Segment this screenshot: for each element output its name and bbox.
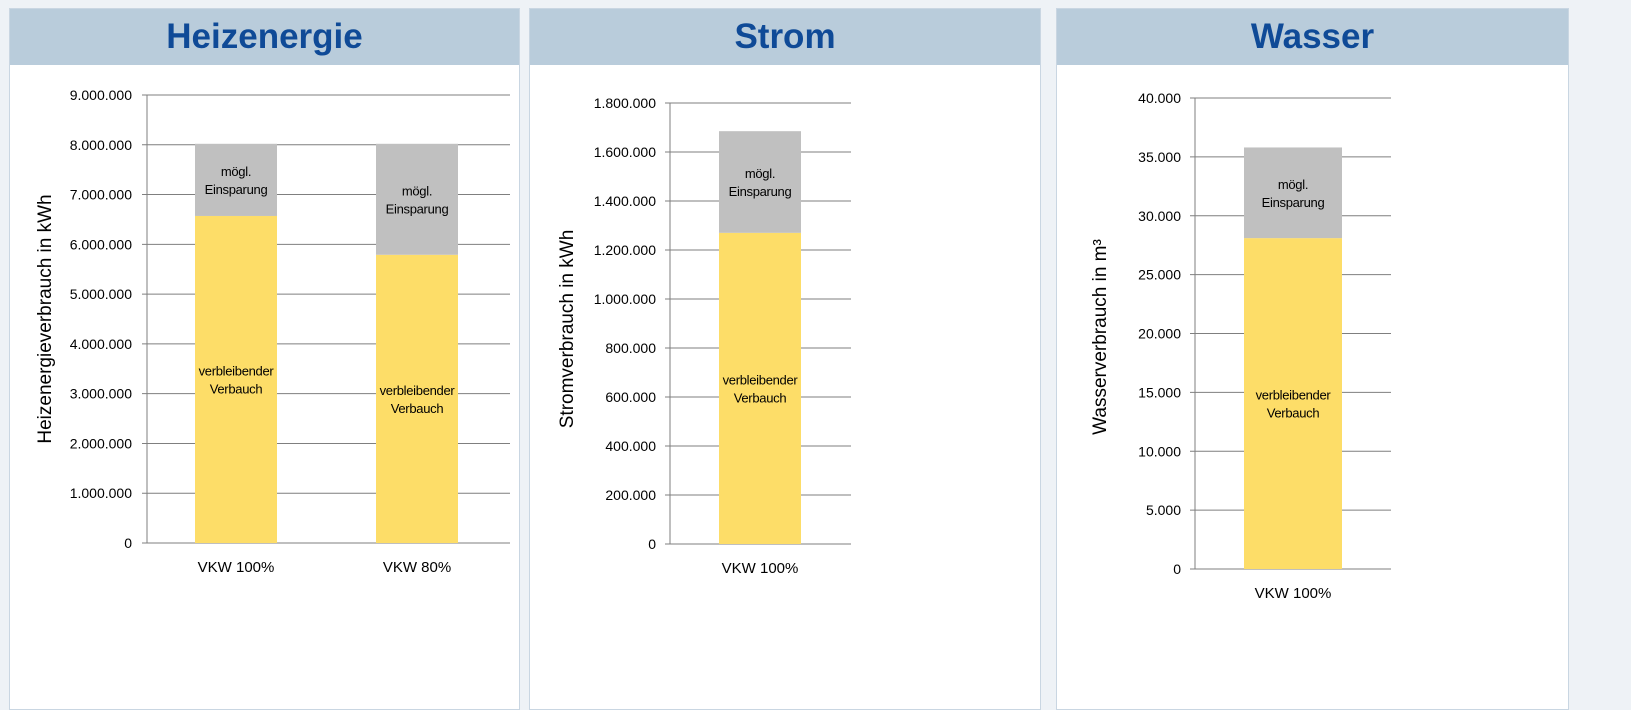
y-tick-label: 1.200.000 [594, 242, 656, 258]
y-tick-label: 200.000 [605, 487, 656, 503]
wasser-panel: Wasser 0 5.000 10.000 15.000 20.000 25.000 30.… [1056, 8, 1569, 710]
y-tick-label: 9.000.000 [70, 87, 132, 103]
y-tick-label: 8.000.000 [70, 137, 132, 153]
heizenergie-panel: Heizenergie 0 1.000.000 2.000.000 3.000.000… [9, 8, 520, 710]
y-axis-label: Heizenergieverbrauch in kWh [35, 194, 56, 443]
data-label: mögl. Einsparung [205, 164, 268, 197]
bar-segment-savings [195, 143, 277, 216]
bar-segment-savings [376, 143, 458, 255]
y-tick-label: 1.000.000 [70, 485, 132, 501]
data-label: mögl. Einsparung [386, 183, 449, 216]
bar-segment-remaining [195, 215, 277, 543]
y-tick-label: 25.000 [1138, 267, 1181, 283]
y-tick-label: 800.000 [605, 340, 656, 356]
x-tick-label: VKW 100% [198, 559, 275, 576]
y-tick-label: 0 [648, 536, 656, 552]
y-axis-label: Stromverbrauch in kWh [557, 230, 578, 429]
wasser-panel-header: Wasser [1057, 9, 1568, 65]
y-tick-label: 20.000 [1138, 326, 1181, 342]
bar-segment-savings [1244, 147, 1342, 239]
wasser-chart: 0 5.000 10.000 15.000 20.000 25.000 30.000 35.0… [1090, 90, 1391, 602]
y-tick-label: 6.000.000 [70, 236, 132, 252]
heizenergie-panel-header: Heizenergie [10, 9, 519, 65]
y-tick-label: 5.000.000 [70, 286, 132, 302]
x-tick-label: VKW 100% [1255, 585, 1332, 602]
strom-panel-title: Strom [734, 17, 836, 56]
y-tick-label: 40.000 [1138, 90, 1181, 106]
y-axis-label: Wasserverbrauch in m³ [1090, 239, 1111, 435]
data-label: verbleibender Verbauch [199, 363, 275, 396]
data-label: verbleibender Verbauch [380, 383, 456, 416]
x-tick-label: VKW 100% [722, 560, 799, 577]
y-tick-label: 15.000 [1138, 384, 1181, 400]
y-tick-label: 5.000 [1146, 502, 1181, 518]
bar-segment-remaining [376, 254, 458, 543]
y-tick-label: 0 [124, 535, 132, 551]
data-label: verbleibender Verbauch [723, 372, 799, 405]
heizenergie-panel-title: Heizenergie [166, 17, 363, 56]
data-label: mögl. Einsparung [729, 166, 792, 199]
x-tick-label: VKW 80% [383, 559, 451, 576]
bar-segment-savings [719, 131, 801, 233]
y-tick-label: 1.800.000 [594, 95, 656, 111]
data-label: mögl. Einsparung [1262, 177, 1325, 210]
bar-segment-remaining [1244, 238, 1342, 569]
y-tick-label: 30.000 [1138, 208, 1181, 224]
y-tick-label: 7.000.000 [70, 187, 132, 203]
heizenergie-chart: 0 1.000.000 2.000.000 3.000.000 4.000.000 5.0… [35, 87, 510, 576]
y-tick-label: 600.000 [605, 389, 656, 405]
strom-chart: 0 200.000 400.000 600.000 800.000 1.000.000 1.… [557, 95, 851, 577]
strom-panel: Strom 0 200.000 400.000 600.000 800.000 1.000… [529, 8, 1041, 710]
y-tick-label: 3.000.000 [70, 386, 132, 402]
y-tick-label: 10.000 [1138, 443, 1181, 459]
bar-segment-remaining [719, 232, 801, 544]
y-tick-label: 2.000.000 [70, 435, 132, 451]
y-tick-label: 1.600.000 [594, 144, 656, 160]
y-tick-label: 400.000 [605, 438, 656, 454]
strom-panel-header: Strom [530, 9, 1040, 65]
y-tick-label: 1.000.000 [594, 291, 656, 307]
data-label: verbleibender Verbauch [1256, 388, 1332, 421]
y-tick-label: 0 [1173, 561, 1181, 577]
y-tick-label: 35.000 [1138, 149, 1181, 165]
wasser-panel-title: Wasser [1250, 17, 1375, 56]
y-tick-label: 4.000.000 [70, 336, 132, 352]
y-tick-label: 1.400.000 [594, 193, 656, 209]
